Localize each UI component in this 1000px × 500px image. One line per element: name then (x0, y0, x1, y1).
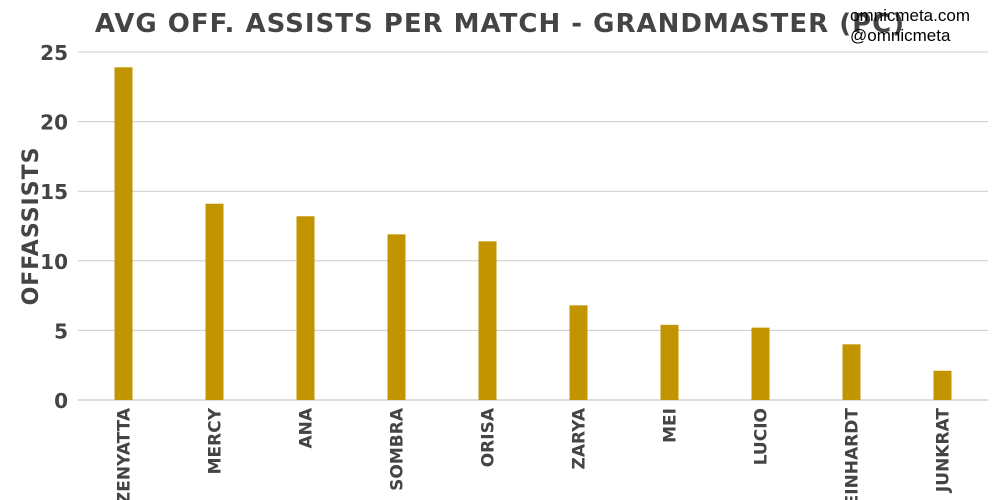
bar-ana (296, 216, 315, 400)
y-axis-label: OFFASSISTS (19, 147, 44, 306)
bar-sombra (387, 234, 406, 400)
y-tick-label: 20 (40, 111, 68, 135)
y-tick-label: 0 (54, 389, 68, 413)
grid-lines (78, 51, 988, 401)
bar-mercy (205, 203, 224, 400)
x-tick-label: ZENYATTA (115, 407, 135, 500)
bar-reinhardt (842, 344, 861, 400)
x-tick-labels: ZENYATTA MERCY ANA SOMBRA ORISA ZARYA MEI LUCIO… (115, 407, 954, 500)
x-tick-label: REINHARDT (843, 408, 863, 500)
bar-lucio (751, 327, 770, 400)
bar-junkrat (933, 370, 952, 400)
x-tick-label: MERCY (206, 407, 226, 474)
y-tick-labels: 0 5 10 15 20 25 (40, 41, 68, 413)
bar-zarya (569, 305, 588, 400)
watermark-site: omnicmeta.com (850, 6, 970, 25)
chart-title: AVG OFF. ASSISTS PER MATCH - GRANDMASTER… (95, 9, 905, 39)
x-tick-label: LUCIO (752, 408, 772, 465)
watermark-handle: @omnicmeta (850, 26, 951, 45)
bar-orisa (478, 241, 497, 400)
x-tick-label: ORISA (479, 407, 499, 467)
y-tick-label: 15 (40, 180, 68, 204)
x-tick-label: MEI (661, 408, 681, 443)
y-tick-label: 10 (40, 250, 68, 274)
bar-mei (660, 324, 679, 400)
x-tick-label: ZARYA (570, 407, 590, 469)
x-tick-label: ANA (297, 407, 317, 448)
y-tick-label: 5 (54, 319, 68, 343)
bars (114, 67, 952, 400)
x-tick-label: JUNKRAT (934, 408, 954, 493)
x-tick-label: SOMBRA (388, 407, 408, 491)
y-tick-label: 25 (40, 41, 68, 65)
bar-zenyatta (114, 67, 133, 400)
